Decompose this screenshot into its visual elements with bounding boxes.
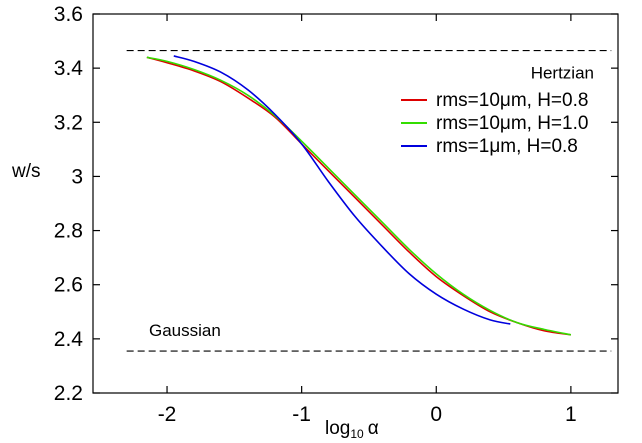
reference-label-gaussian: Gaussian [149, 321, 221, 340]
plot-frame [92, 13, 619, 394]
x-tick-label: -1 [292, 403, 311, 426]
y-axis: 2.2 2.4 2.6 2.8 3 3.2 3.4 3.6 [54, 3, 618, 405]
x-tick-label: -2 [158, 403, 177, 426]
y-tick-label: 3.6 [54, 3, 83, 26]
reference-lines: Hertzian Gaussian [126, 49, 612, 352]
y-axis-label: w/s [11, 161, 41, 182]
x-tick-label: 0 [430, 403, 442, 426]
y-tick-label: 3.4 [54, 57, 84, 80]
x-axis-label-main: log [325, 418, 350, 439]
legend-label-1: rms=10μm, H=0.8 [436, 90, 588, 111]
x-axis-label: log10 α [325, 418, 379, 441]
series-line-2 [146, 56, 572, 336]
y-tick-label: 2.2 [54, 382, 83, 405]
y-tick-label: 3.2 [54, 111, 83, 134]
x-axis: -2 -1 0 1 [158, 14, 577, 426]
x-tick-label: 1 [565, 403, 577, 426]
legend-label-3: rms=1μm, H=0.8 [436, 136, 578, 157]
y-tick-label: 2.4 [54, 328, 84, 351]
y-tick-label: 3 [71, 165, 83, 188]
x-axis-label-symbol: α [368, 418, 379, 439]
series-line-1 [146, 56, 571, 336]
x-axis-label-subscript: 10 [350, 427, 364, 441]
series-line-3 [173, 55, 511, 325]
reference-label-hertzian: Hertzian [531, 64, 594, 83]
y-tick-label: 2.6 [54, 274, 83, 297]
legend-label-2: rms=10μm, H=1.0 [436, 113, 588, 134]
series-lines [146, 55, 572, 336]
y-tick-label: 2.8 [54, 220, 83, 243]
